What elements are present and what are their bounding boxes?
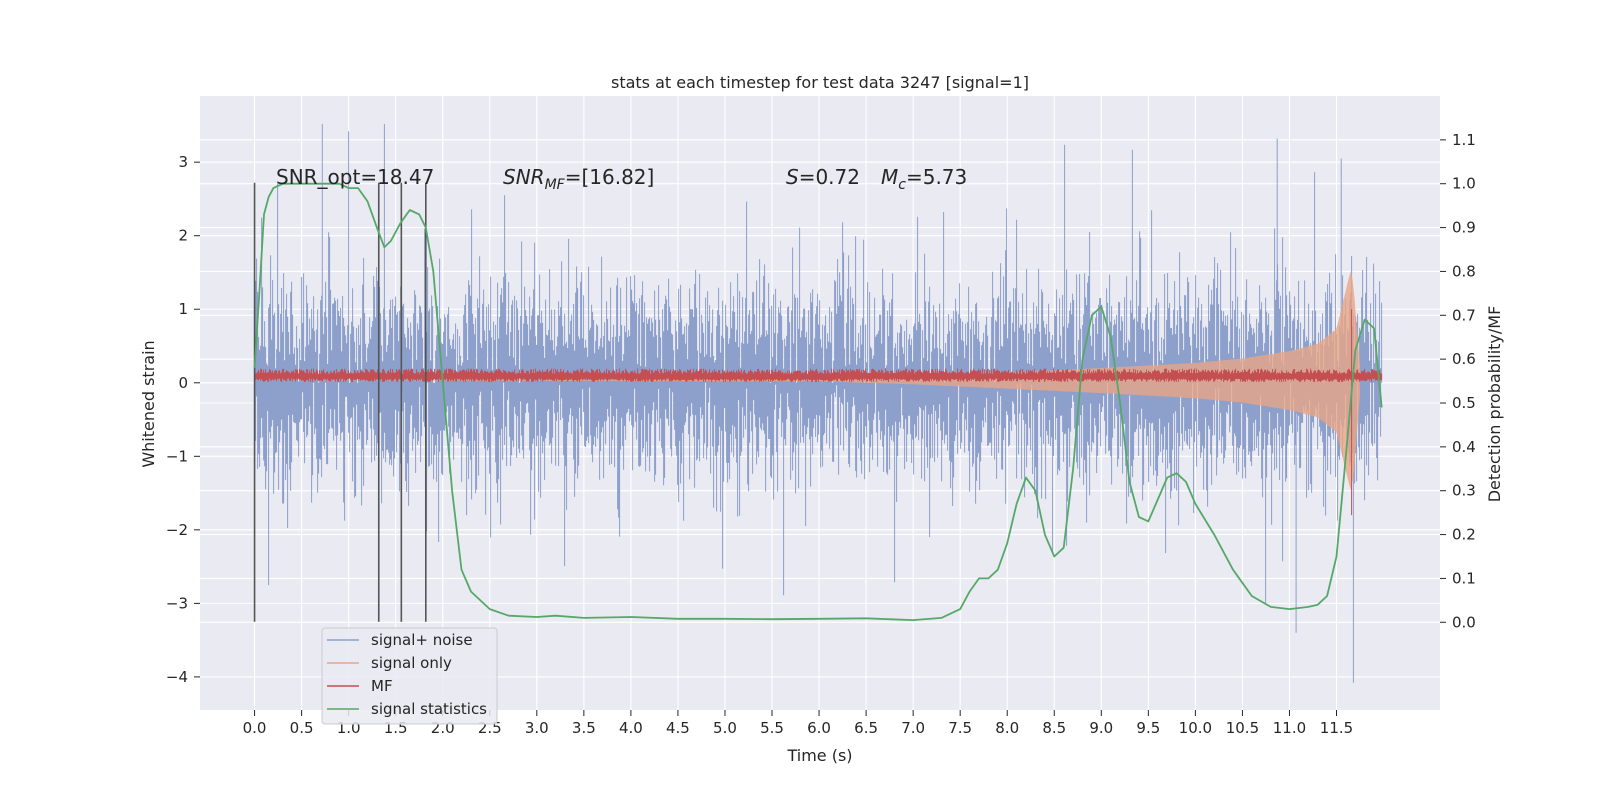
x-tick-label: 3.5 — [572, 719, 596, 737]
signal-statistics-line — [253, 182, 1383, 621]
x-tick-label: 11.0 — [1273, 719, 1306, 737]
y-tick-label: −3 — [166, 594, 188, 612]
x-tick-label: 9.5 — [1136, 719, 1160, 737]
y-axis-label: Whitened strain — [139, 340, 158, 467]
vertical-markers — [253, 182, 427, 622]
x-tick-label: 8.5 — [1042, 719, 1066, 737]
x-tick-label: 0.0 — [243, 719, 267, 737]
snr-mf-symbol: SNR — [503, 165, 545, 189]
annotation-snr-mf: SNRMF=[16.82] — [503, 165, 654, 193]
x-axis-label: Time (s) — [786, 746, 852, 765]
mc-symbol: M — [881, 165, 898, 189]
series-signal-statistics — [253, 182, 1383, 621]
y-right-tick-label: 0.4 — [1452, 438, 1476, 456]
x-tick-label: 5.0 — [713, 719, 737, 737]
y-right-tick-label: 0.7 — [1452, 306, 1476, 324]
axis-ticks: 0.0 0.5 1.0 1.5 2.0 2.5 3.0 3.5 4.0 4.5 5.0 5.5 6.0 6… — [166, 131, 1476, 737]
y-tick-label: 3 — [178, 153, 188, 171]
legend-label-signal-noise: signal+ noise — [371, 631, 473, 649]
annotation-snr-opt: SNR_opt=18.47 — [276, 165, 434, 189]
annotation-s: S=0.72 — [786, 165, 860, 189]
x-tick-label: 7.0 — [901, 719, 925, 737]
y-right-tick-label: 0.0 — [1452, 613, 1476, 631]
y-right-tick-label: 1.1 — [1452, 131, 1476, 149]
y-right-tick-label: 0.9 — [1452, 219, 1476, 237]
annotation-mc: Mc=5.73 — [881, 165, 967, 193]
x-tick-label: 4.5 — [666, 719, 690, 737]
y-tick-label: 2 — [178, 227, 188, 245]
snr-mf-value: =[16.82] — [565, 165, 655, 189]
mc-subscript: c — [898, 177, 906, 193]
chart-title: stats at each timestep for test data 324… — [611, 73, 1029, 92]
s-symbol: S — [786, 165, 799, 189]
y-right-tick-label: 0.2 — [1452, 526, 1476, 544]
y-right-tick-label: 1.0 — [1452, 175, 1476, 193]
legend: signal+ noise signal only MF signal stat… — [321, 627, 498, 725]
x-tick-label: 5.5 — [760, 719, 784, 737]
y-tick-label: 0 — [178, 374, 188, 392]
x-tick-label: 6.0 — [807, 719, 831, 737]
y-tick-label: −2 — [166, 521, 188, 539]
x-tick-label: 7.5 — [948, 719, 972, 737]
x-tick-label: 9.0 — [1089, 719, 1113, 737]
x-tick-label: 8.0 — [995, 719, 1019, 737]
y-tick-label: −4 — [166, 668, 188, 686]
y-right-tick-label: 0.6 — [1452, 350, 1476, 368]
x-tick-label: 6.5 — [854, 719, 878, 737]
x-tick-label: 11.5 — [1320, 719, 1353, 737]
mc-value: =5.73 — [906, 165, 967, 189]
legend-label-signal-only: signal only — [371, 654, 452, 672]
x-tick-label: 4.0 — [619, 719, 643, 737]
x-tick-label: 10.5 — [1226, 719, 1259, 737]
legend-frame — [321, 627, 498, 725]
y-right-tick-label: 0.3 — [1452, 482, 1476, 500]
y-right-tick-label: 0.8 — [1452, 262, 1476, 280]
s-value: =0.72 — [799, 165, 860, 189]
x-tick-label: 3.0 — [525, 719, 549, 737]
legend-label-signal-statistics: signal statistics — [371, 700, 487, 718]
x-tick-label: 10.0 — [1179, 719, 1212, 737]
y-right-tick-label: 0.5 — [1452, 394, 1476, 412]
y-tick-label: −1 — [166, 447, 188, 465]
y-tick-label: 1 — [178, 300, 188, 318]
y-right-tick-label: 0.1 — [1452, 569, 1476, 587]
snr-mf-subscript: MF — [545, 177, 566, 193]
y-axis-right-label: Detection probability/MF — [1485, 306, 1504, 503]
x-tick-label: 0.5 — [290, 719, 314, 737]
legend-label-mf: MF — [371, 677, 393, 695]
